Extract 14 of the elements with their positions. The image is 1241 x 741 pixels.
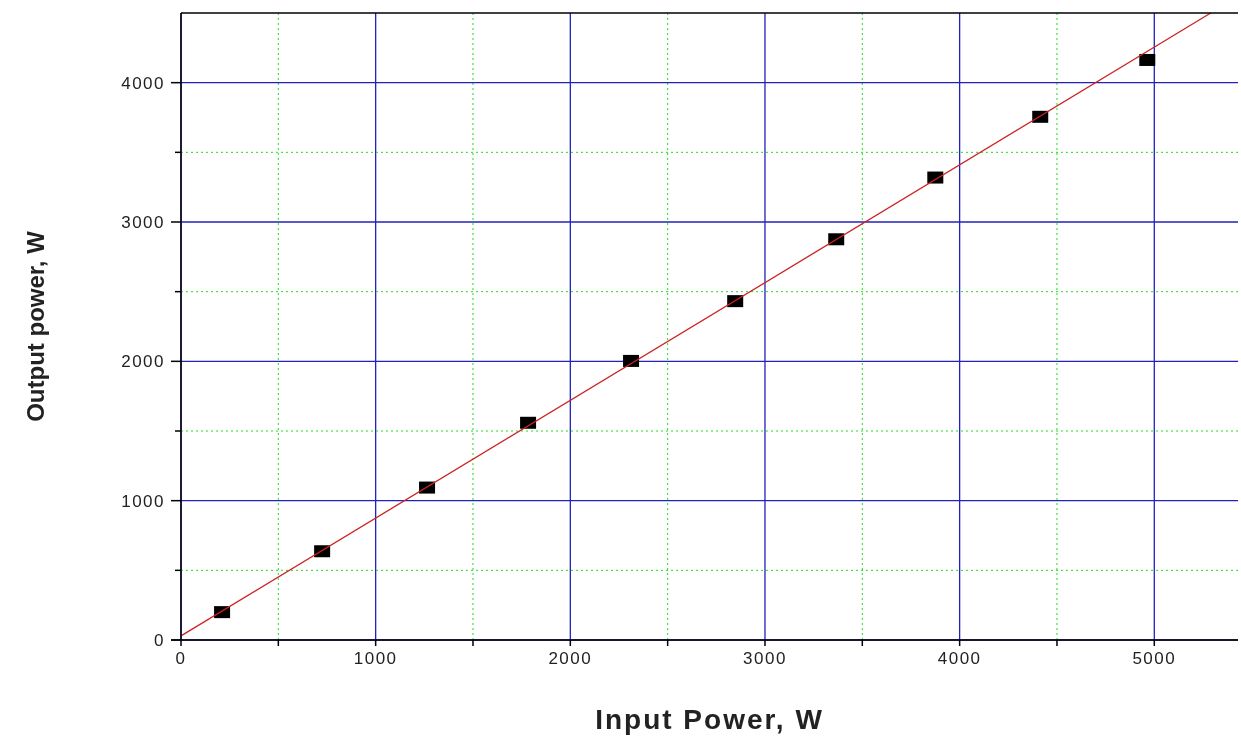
x-tick-label: 0 bbox=[175, 649, 187, 668]
x-tick-label: 4000 bbox=[937, 649, 982, 668]
y-tick-label: 3000 bbox=[121, 213, 165, 232]
y-tick-label: 0 bbox=[154, 631, 165, 650]
point bbox=[1139, 53, 1156, 66]
x-axis-title: Input Power, W bbox=[595, 704, 824, 735]
y-axis-title: Output power, W bbox=[22, 230, 49, 422]
y-tick-label: 1000 bbox=[121, 491, 165, 511]
x-tick-label: 1000 bbox=[353, 649, 398, 668]
y-tick-label: 2000 bbox=[121, 352, 165, 372]
y-tick-label: 4000 bbox=[121, 73, 165, 93]
x-tick-label: 5000 bbox=[1132, 649, 1177, 668]
x-tick-label: 3000 bbox=[743, 649, 787, 668]
x-tick-label: 2000 bbox=[548, 649, 593, 668]
